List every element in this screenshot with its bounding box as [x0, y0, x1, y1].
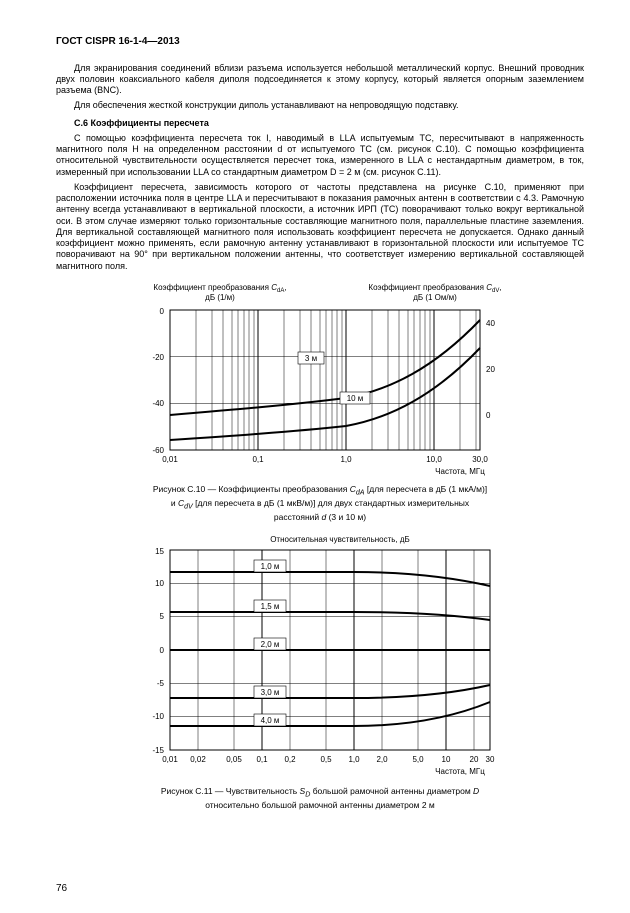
fig11-x5: 0,5 — [320, 755, 332, 764]
fig11-x9: 10 — [442, 755, 451, 764]
fig10-x2: 1,0 — [340, 455, 352, 464]
fig10-yl3: -60 — [152, 446, 164, 455]
fig11-y6: -15 — [152, 746, 164, 755]
fig11-title: Относительная чувствительность, дБ — [270, 535, 410, 544]
fig11-x3: 0,1 — [256, 755, 268, 764]
fig11-x6: 1,0 — [348, 755, 360, 764]
fig11-y2: 5 — [160, 612, 165, 621]
paragraph-3: С помощью коэффициента пересчета ток I, … — [56, 133, 584, 178]
fig10-yl0: 0 — [160, 307, 165, 316]
figure-c11: Относительная чувствительность, дБ — [56, 532, 584, 782]
fig11-curve-4m — [170, 702, 490, 726]
figure-c10-caption: Рисунок С.10 — Коэффициенты преобразован… — [56, 484, 584, 524]
fig11-y4: -5 — [157, 679, 165, 688]
fig10-x3: 10,0 — [426, 455, 442, 464]
fig10-left-unit: дБ (1/м) — [205, 293, 235, 302]
fig11-lbl-1m: 1,0 м — [261, 562, 280, 571]
fig11-lbl-1_5m: 1,5 м — [261, 602, 280, 611]
fig11-x1: 0,02 — [190, 755, 206, 764]
fig11-x11: 30 — [486, 755, 495, 764]
fig10-yr2: 0 — [486, 411, 491, 420]
fig10-yl2: -40 — [152, 399, 164, 408]
page-number: 76 — [56, 883, 67, 896]
fig11-lbl-3m: 3,0 м — [261, 688, 280, 697]
fig10-x1: 0,1 — [252, 455, 264, 464]
fig11-curve-1_5m — [170, 612, 490, 620]
fig10-right-unit: дБ (1 Ом/м) — [413, 293, 457, 302]
fig11-curve-1m — [170, 572, 490, 586]
paragraph-4: Коэффициент пересчета, зависимость котор… — [56, 182, 584, 272]
paragraph-1: Для экранирования соединений вблизи разъ… — [56, 63, 584, 97]
fig10-xaxis-label: Частота, МГц — [435, 467, 485, 476]
fig10-x4: 30,0 — [472, 455, 488, 464]
fig11-lbl-4m: 4,0 м — [261, 716, 280, 725]
fig11-x4: 0,2 — [284, 755, 296, 764]
fig11-y5: -10 — [152, 712, 164, 721]
doc-header: ГОСТ CISPR 16-1-4—2013 — [56, 36, 584, 49]
fig11-y3: 0 — [160, 646, 165, 655]
fig10-x0: 0,01 — [162, 455, 178, 464]
section-c6-title: С.6 Коэффициенты пересчета — [56, 118, 584, 129]
fig10-yl1: -20 — [152, 353, 164, 362]
fig10-yr0: 40 — [486, 319, 495, 328]
fig11-x2: 0,05 — [226, 755, 242, 764]
fig10-series-10m-label: 10 м — [347, 394, 364, 403]
fig10-series-3m-label: 3 м — [305, 354, 317, 363]
fig11-y1: 10 — [155, 579, 164, 588]
fig11-x0: 0,01 — [162, 755, 178, 764]
fig11-x10: 20 — [470, 755, 479, 764]
fig11-curve-3m — [170, 685, 490, 698]
figure-c10: Коэффициент преобразования CdA, дБ (1/м)… — [56, 280, 584, 480]
fig11-x7: 2,0 — [376, 755, 388, 764]
fig11-lbl-2m: 2,0 м — [261, 640, 280, 649]
paragraph-2: Для обеспечения жесткой конструкции дипо… — [56, 100, 584, 111]
figure-c11-caption: Рисунок С.11 — Чувствительность SD больш… — [56, 786, 584, 812]
fig11-y0: 15 — [155, 547, 164, 556]
fig11-xaxis-label: Частота, МГц — [435, 767, 485, 776]
fig11-x8: 5,0 — [412, 755, 424, 764]
fig10-yr1: 20 — [486, 365, 495, 374]
